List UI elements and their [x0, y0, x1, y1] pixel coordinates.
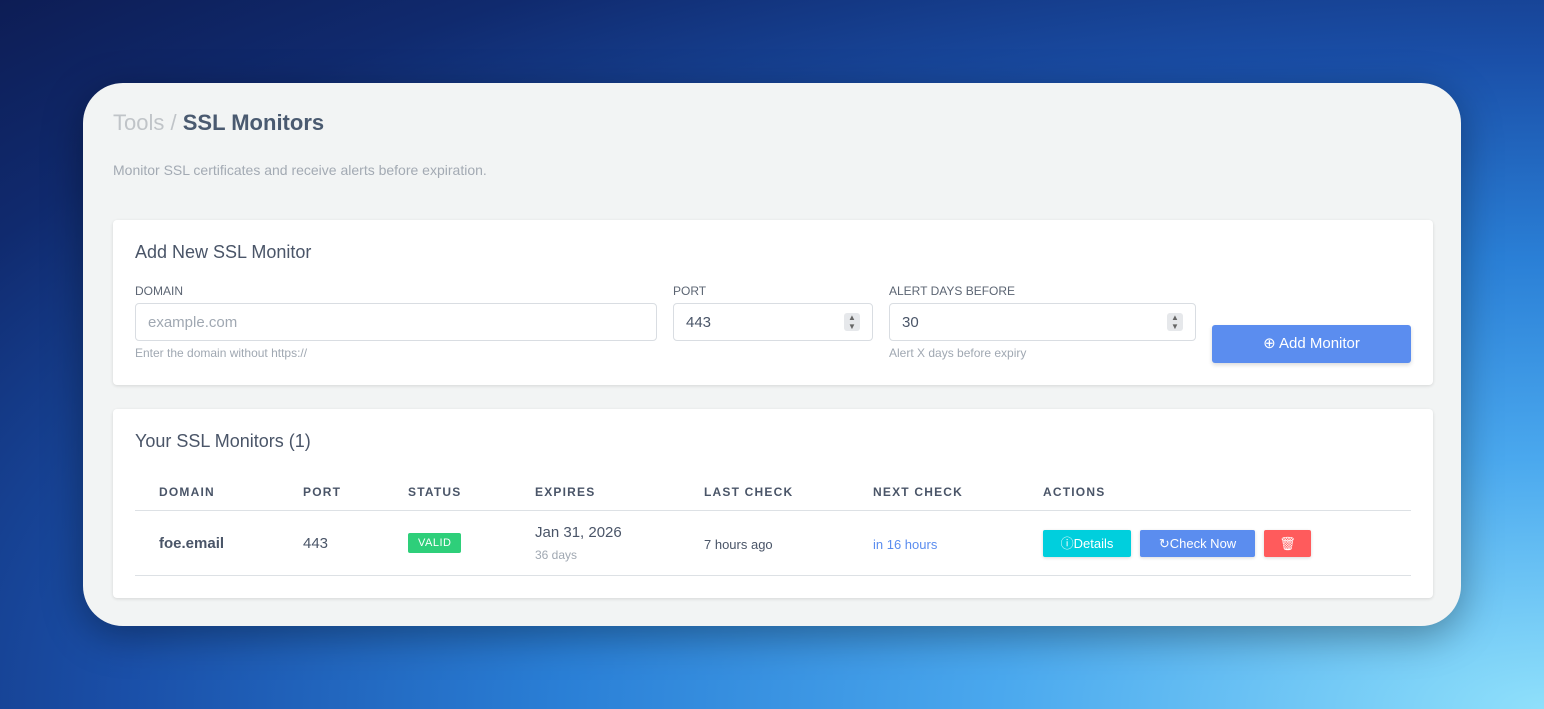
- page-subtitle: Monitor SSL certificates and receive ale…: [113, 162, 487, 178]
- col-expires: EXPIRES: [535, 485, 596, 499]
- col-status: STATUS: [408, 485, 462, 499]
- col-actions: ACTIONS: [1043, 485, 1106, 499]
- stepper-icon[interactable]: ▲ ▼: [1167, 313, 1183, 331]
- page-title: SSL Monitors: [182, 110, 325, 135]
- row-port: 443: [303, 535, 329, 552]
- add-monitor-button[interactable]: ⊕ Add Monitor: [1212, 325, 1411, 363]
- check-now-label: Check Now: [1169, 536, 1237, 551]
- refresh-icon: ↻: [1158, 536, 1170, 551]
- header-divider: [135, 510, 1411, 511]
- col-last-check: LAST CHECK: [704, 485, 794, 499]
- check-now-button[interactable]: ↻Check Now: [1140, 530, 1255, 557]
- monitors-card: Your SSL Monitors (1) DOMAIN PORT STATUS…: [113, 409, 1433, 598]
- row-divider: [135, 575, 1411, 576]
- domain-input[interactable]: example.com: [135, 303, 657, 341]
- port-label: PORT: [673, 284, 707, 298]
- row-domain: foe.email: [159, 535, 225, 552]
- delete-button[interactable]: 🗑: [1264, 530, 1311, 557]
- port-input[interactable]: 443 ▲ ▼: [673, 303, 873, 341]
- plus-circle-icon: ⊕: [1263, 335, 1276, 352]
- card-title: Add New SSL Monitor: [135, 242, 312, 262]
- stepper-icon[interactable]: ▲ ▼: [844, 313, 860, 331]
- col-next-check: NEXT CHECK: [873, 485, 964, 499]
- card-title: Your SSL Monitors (1): [135, 431, 311, 451]
- col-domain: DOMAIN: [159, 485, 215, 499]
- info-icon: ⓘ: [1060, 536, 1074, 551]
- add-monitor-card: Add New SSL Monitor DOMAIN example.com E…: [113, 220, 1433, 385]
- breadcrumb: Tools / SSL Monitors: [113, 110, 324, 136]
- row-last-check: 7 hours ago: [704, 537, 773, 552]
- breadcrumb-separator: /: [170, 110, 177, 135]
- alert-days-label: ALERT DAYS BEFORE: [889, 284, 1016, 298]
- domain-label: DOMAIN: [135, 284, 183, 298]
- trash-icon: 🗑: [1279, 536, 1296, 551]
- alert-days-input[interactable]: 30 ▲ ▼: [889, 303, 1196, 341]
- port-value: 443: [686, 314, 712, 331]
- status-badge: VALID: [408, 533, 462, 553]
- row-expires-in: 36 days: [535, 548, 578, 562]
- details-button[interactable]: ⓘDetails: [1043, 530, 1131, 557]
- row-next-check: in 16 hours: [873, 537, 938, 552]
- app-window: Tools / SSL Monitors Monitor SSL certifi…: [83, 83, 1461, 626]
- domain-help: Enter the domain without https://: [135, 346, 308, 360]
- col-port: PORT: [303, 485, 342, 499]
- details-label: Details: [1073, 536, 1114, 551]
- alert-days-help: Alert X days before expiry: [889, 346, 1027, 360]
- alert-days-value: 30: [902, 314, 919, 331]
- add-monitor-label: Add Monitor: [1279, 335, 1360, 352]
- breadcrumb-parent[interactable]: Tools: [113, 110, 165, 135]
- row-expires: Jan 31, 2026: [535, 524, 622, 541]
